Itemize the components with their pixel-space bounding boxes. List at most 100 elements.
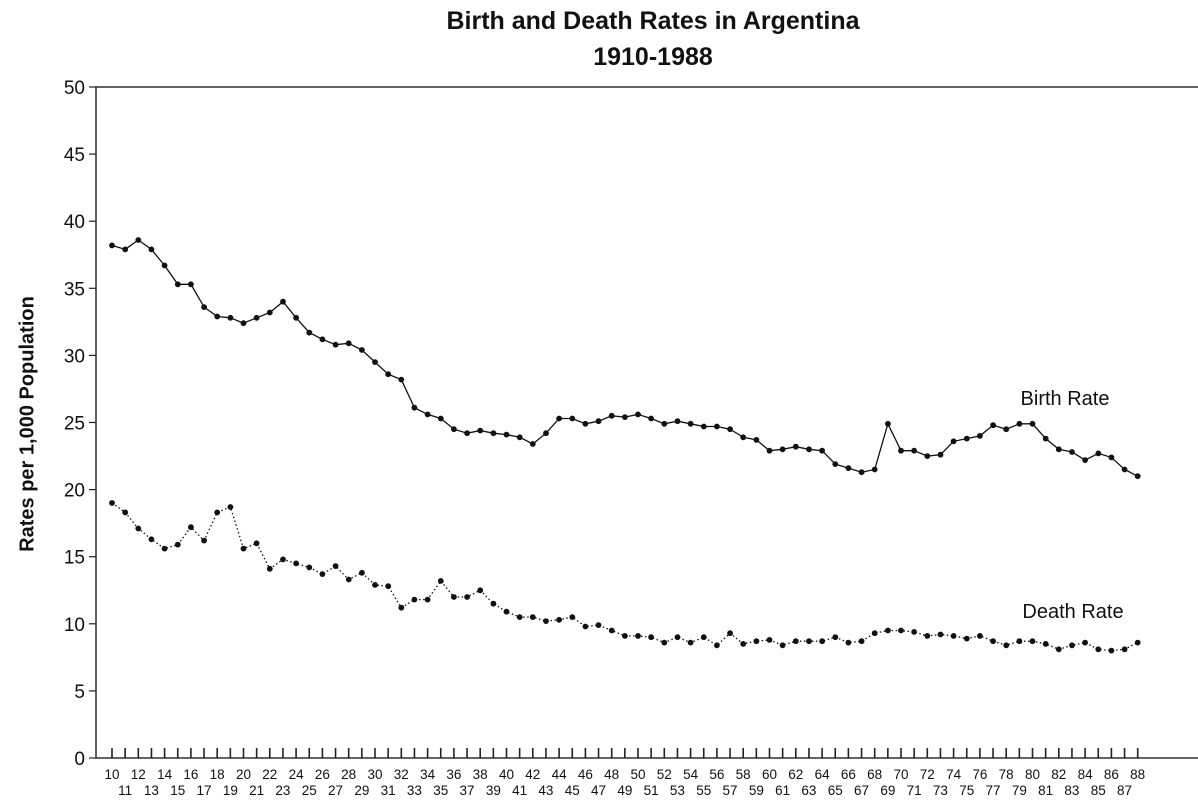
x-tick-label: 38 xyxy=(473,767,488,782)
x-tick-label: 87 xyxy=(1117,783,1132,798)
data-point xyxy=(280,556,286,563)
data-point xyxy=(582,420,589,427)
data-point xyxy=(924,453,931,459)
data-point xyxy=(1134,639,1141,646)
x-tick-label: 64 xyxy=(815,767,831,782)
data-point xyxy=(714,642,720,649)
x-tick-label: 88 xyxy=(1130,767,1145,782)
data-point xyxy=(858,469,865,476)
x-tick-label: 49 xyxy=(617,783,632,798)
data-point xyxy=(714,423,720,430)
data-point xyxy=(161,545,168,552)
x-tick-label: 46 xyxy=(578,767,593,782)
x-tick-label: 31 xyxy=(381,783,396,798)
data-point xyxy=(569,614,576,620)
x-tick-label: 43 xyxy=(538,783,553,798)
x-tick-label: 55 xyxy=(696,783,711,798)
data-point xyxy=(1016,638,1023,645)
data-point xyxy=(753,638,760,645)
data-point xyxy=(1134,473,1141,480)
data-point xyxy=(608,412,615,419)
y-tick-label: 20 xyxy=(64,481,85,502)
data-point xyxy=(871,630,878,637)
data-point xyxy=(582,623,589,630)
data-point xyxy=(687,639,694,646)
x-tick-label: 73 xyxy=(933,783,948,798)
data-point xyxy=(188,281,194,288)
data-point xyxy=(977,433,983,439)
data-point xyxy=(963,635,970,642)
x-tick-label: 13 xyxy=(144,783,159,798)
x-tick-label: 30 xyxy=(367,767,382,782)
data-point xyxy=(766,637,773,643)
y-tick-label: 25 xyxy=(64,414,85,435)
data-point xyxy=(293,314,299,321)
data-point xyxy=(569,415,576,422)
x-tick-label: 11 xyxy=(118,783,132,798)
x-tick-label: 47 xyxy=(591,783,606,798)
data-point xyxy=(1069,449,1075,455)
x-tick-label: 63 xyxy=(801,783,816,798)
data-point xyxy=(635,633,641,639)
series-points xyxy=(109,237,1141,654)
data-point xyxy=(280,298,286,305)
x-tick-label: 52 xyxy=(657,767,672,782)
data-point xyxy=(950,633,957,639)
x-tick-label: 24 xyxy=(289,767,305,782)
data-point xyxy=(963,435,970,442)
y-tick-label: 15 xyxy=(64,548,85,569)
x-tick-label: 68 xyxy=(867,767,882,782)
data-point xyxy=(240,545,247,552)
x-tick-label: 20 xyxy=(236,767,251,782)
data-point xyxy=(1069,642,1075,649)
x-tick-label: 86 xyxy=(1104,767,1119,782)
data-point xyxy=(595,418,602,425)
data-point xyxy=(845,465,852,471)
data-point xyxy=(1095,450,1102,457)
data-point xyxy=(214,313,221,320)
data-point xyxy=(359,347,365,353)
x-tick-label: 54 xyxy=(683,767,699,782)
x-tick-label: 60 xyxy=(762,767,777,782)
data-point xyxy=(832,461,839,467)
data-point xyxy=(871,466,878,473)
data-point xyxy=(398,604,405,611)
x-tick-label: 27 xyxy=(328,783,343,798)
x-tick-label: 45 xyxy=(565,783,580,798)
x-tick-label: 77 xyxy=(986,783,1001,798)
data-point xyxy=(266,309,273,316)
data-point xyxy=(135,237,142,243)
x-tick-label: 79 xyxy=(1012,783,1027,798)
data-point xyxy=(345,576,352,583)
x-tick-label: 25 xyxy=(302,783,317,798)
data-point xyxy=(898,447,904,454)
y-tick-label: 50 xyxy=(64,78,85,99)
data-point xyxy=(359,569,365,576)
series-label: Birth Rate xyxy=(1021,388,1110,410)
data-point xyxy=(622,414,628,420)
data-point xyxy=(937,451,944,458)
data-point xyxy=(595,622,602,628)
x-tick-label: 17 xyxy=(197,783,212,798)
data-point xyxy=(161,262,168,269)
data-point xyxy=(135,525,142,532)
x-tick-label: 15 xyxy=(170,783,185,798)
data-point xyxy=(319,336,326,343)
data-point xyxy=(109,500,115,506)
data-point xyxy=(122,509,129,516)
x-tick-label: 41 xyxy=(512,783,527,798)
x-tick-label: 80 xyxy=(1025,767,1040,782)
data-point xyxy=(503,431,510,438)
data-point xyxy=(174,281,181,288)
x-tick-label: 18 xyxy=(210,767,225,782)
x-axis: 1011121314151617181920212223242526272829… xyxy=(104,748,1145,798)
data-point xyxy=(253,314,260,321)
data-point xyxy=(201,304,208,310)
data-point xyxy=(529,614,536,620)
data-point xyxy=(911,447,917,454)
data-point xyxy=(188,524,194,531)
data-point xyxy=(398,376,405,383)
x-tick-label: 21 xyxy=(249,783,264,798)
data-point xyxy=(674,634,681,641)
